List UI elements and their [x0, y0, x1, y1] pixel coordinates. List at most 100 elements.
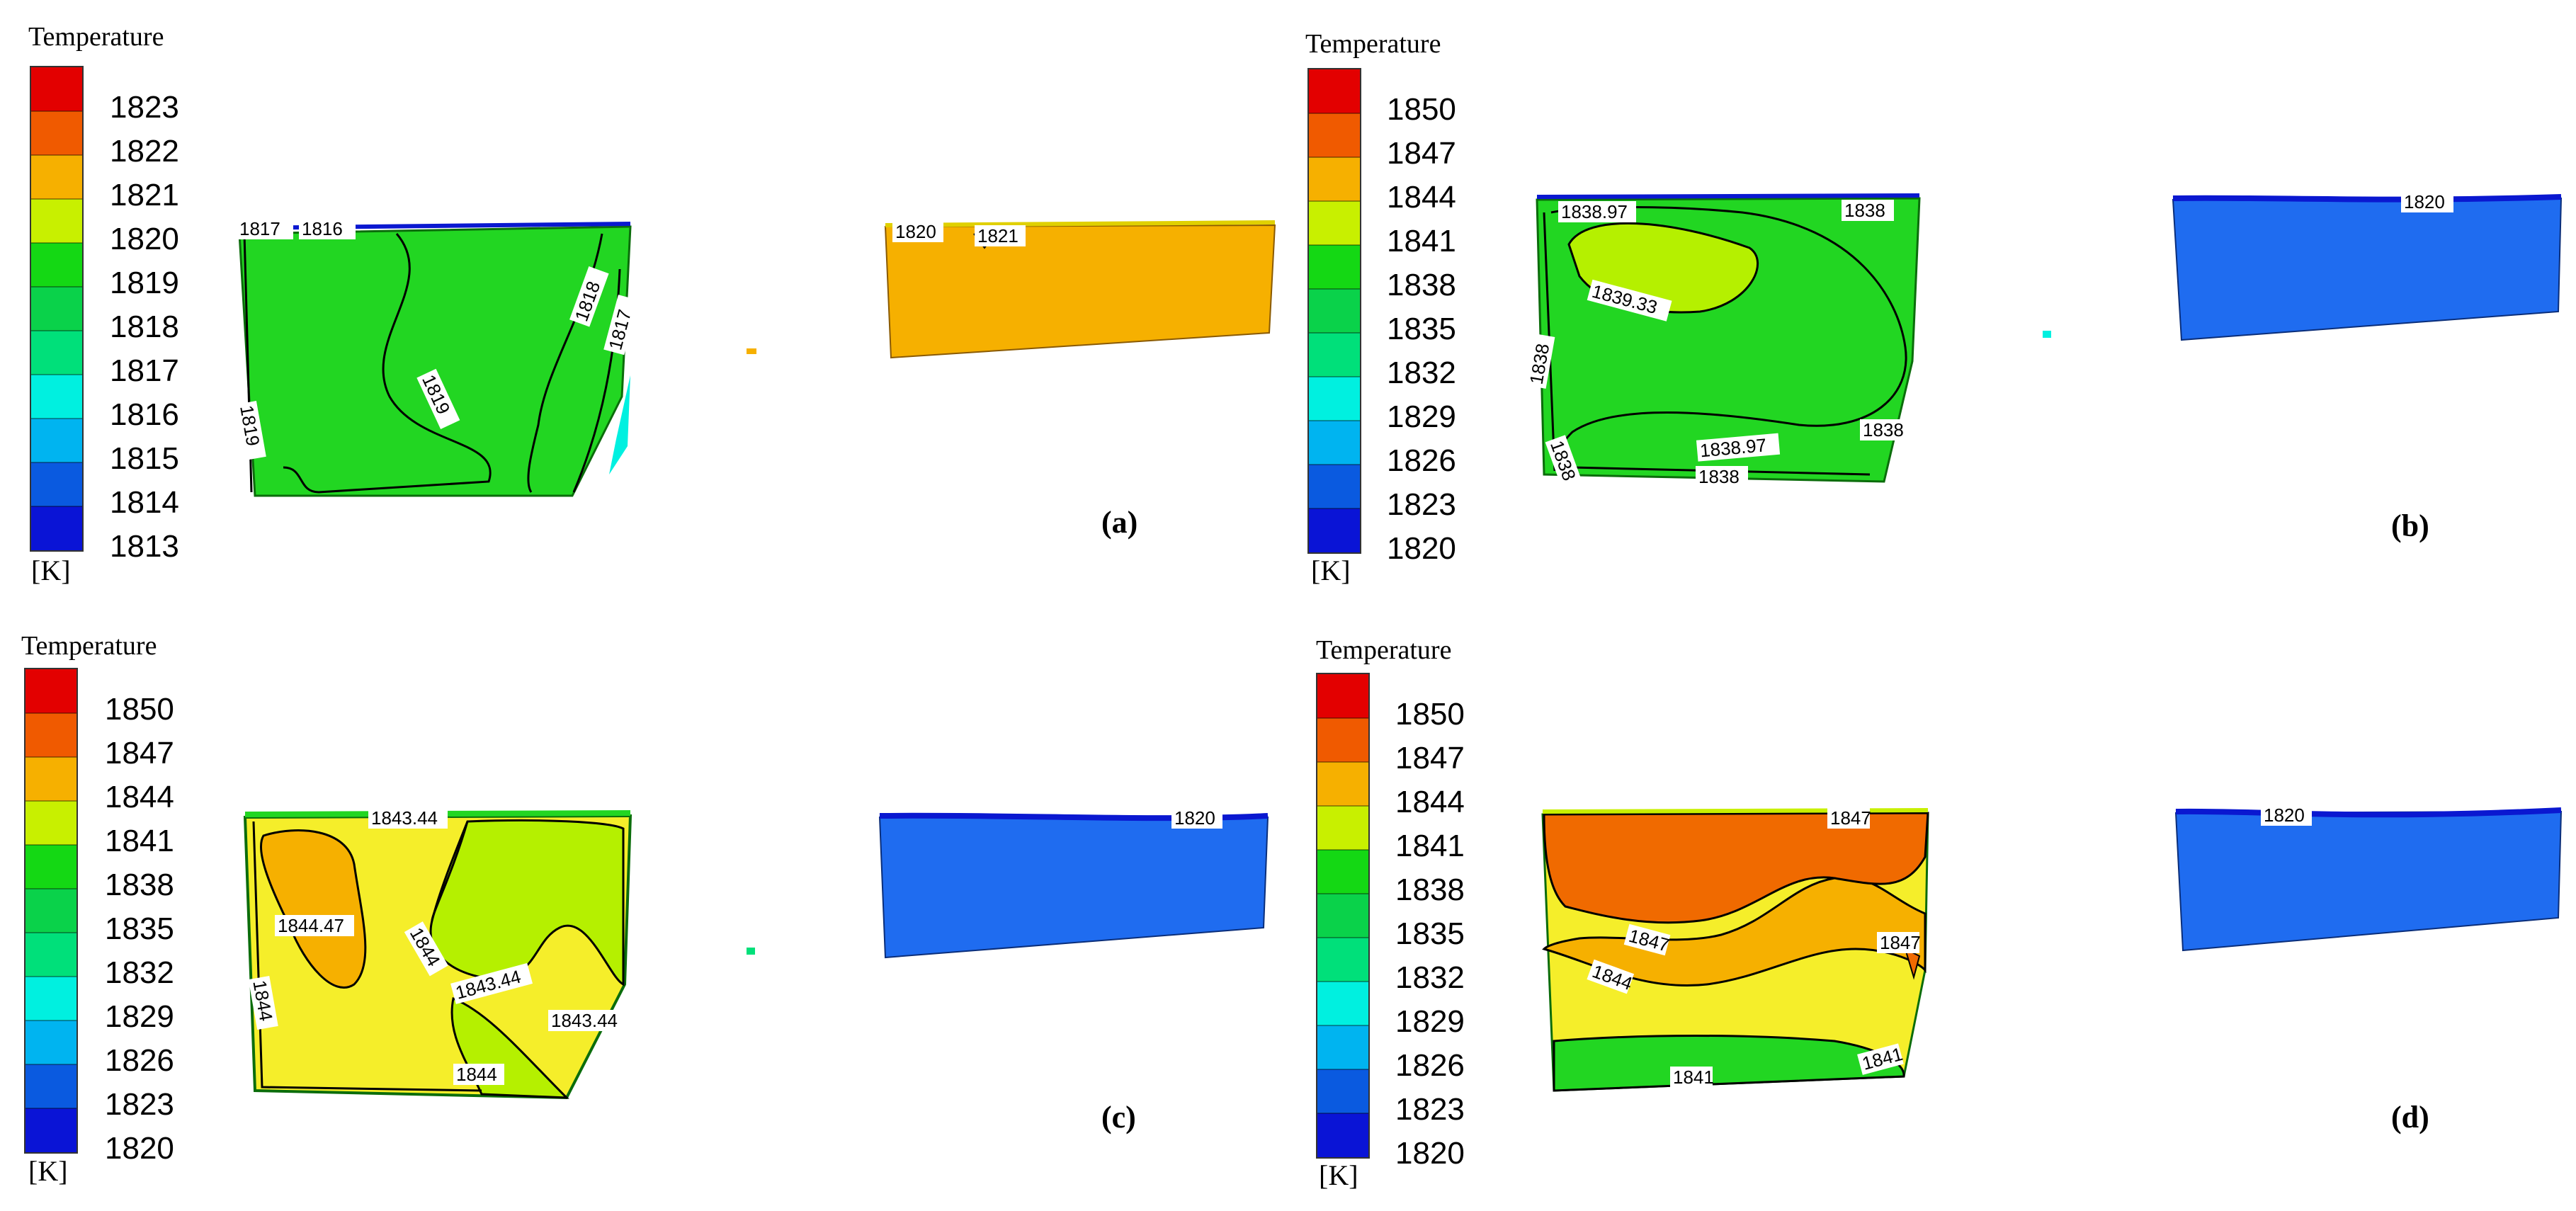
- legend-tick-label: 1847: [105, 736, 174, 771]
- legend-swatch: [31, 199, 82, 243]
- contour-label: 1843.44: [551, 1010, 618, 1031]
- contour-label: 1838.97: [1561, 201, 1628, 222]
- legend-title: Temperature: [28, 22, 164, 52]
- legend-tick-label: 1838: [105, 868, 174, 902]
- panel-tag: (c): [1101, 1100, 1136, 1135]
- legend-swatch: [1309, 201, 1360, 245]
- legend-tick-label: 1841: [1395, 829, 1465, 863]
- legend-tick-label: 1823: [1395, 1092, 1465, 1127]
- legend-divider: [31, 374, 82, 375]
- legend-divider: [31, 154, 82, 156]
- legend-tick-label: 1847: [1395, 741, 1465, 775]
- probe-marker: [747, 948, 755, 955]
- legend-divider: [1317, 1113, 1368, 1114]
- legend-divider: [1309, 464, 1360, 465]
- legend-tick-label: 1850: [1395, 697, 1465, 732]
- legend-title: Temperature: [21, 631, 157, 661]
- legend-tick-label: 1835: [1395, 916, 1465, 951]
- contour-field-b-left: 1838.97 1838 1839.33 1838 1838.97 1838 1…: [1524, 193, 1921, 492]
- legend-swatch: [31, 375, 82, 419]
- contour-label: 1820: [1174, 807, 1215, 829]
- legend-tick-label: 1841: [105, 824, 174, 858]
- legend-divider: [25, 888, 76, 889]
- legend-divider: [31, 242, 82, 244]
- legend-divider: [1309, 420, 1360, 421]
- legend-tick-label: 1850: [1387, 92, 1456, 127]
- legend-swatch: [31, 287, 82, 331]
- legend-divider: [1309, 244, 1360, 246]
- legend-tick-label: 1822: [110, 134, 179, 169]
- legend-tick-label: 1841: [1387, 224, 1456, 258]
- legend-tick-label: 1844: [1395, 785, 1465, 819]
- legend-swatch: [25, 669, 76, 713]
- legend-tick-label: 1829: [1387, 399, 1456, 434]
- legend-unit: [K]: [28, 1155, 68, 1187]
- contour-label: 1847: [1880, 932, 1921, 953]
- legend-tick-label: 1850: [105, 692, 174, 727]
- legend-tick-label: 1815: [110, 441, 179, 476]
- legend-divider: [31, 418, 82, 419]
- contour-field-d-right: 1820: [2174, 805, 2563, 952]
- legend-tick-label: 1838: [1387, 268, 1456, 302]
- legend-tick-label: 1820: [1395, 1136, 1465, 1171]
- legend-tick-label: 1820: [1387, 531, 1456, 566]
- legend-divider: [1309, 288, 1360, 290]
- legend-divider: [1309, 200, 1360, 202]
- legend-swatch: [1309, 465, 1360, 508]
- legend-divider: [25, 1108, 76, 1109]
- contour-label: 1844.47: [278, 915, 344, 936]
- contour-field-c-left: 1843.44 1844.47 1844 1843.44 1843.44 184…: [243, 807, 632, 1100]
- legend-tick-label: 1813: [110, 529, 179, 564]
- legend-swatch: [31, 462, 82, 506]
- legend-tick-label: 1832: [105, 955, 174, 990]
- legend-swatch: [1317, 894, 1368, 938]
- probe-marker: [2043, 331, 2051, 338]
- contour-label: 1820: [2404, 191, 2445, 212]
- legend-tick-label: 1817: [110, 353, 179, 388]
- legend-swatch: [1309, 113, 1360, 157]
- contour-label: 1847: [1830, 807, 1871, 829]
- legend-tick-label: 1818: [110, 309, 179, 344]
- legend-swatch: [1309, 377, 1360, 421]
- legend-divider: [1317, 849, 1368, 851]
- legend-divider: [31, 330, 82, 331]
- legend-divider: [25, 844, 76, 846]
- legend-divider: [31, 462, 82, 463]
- legend-divider: [25, 1064, 76, 1065]
- legend-divider: [1317, 805, 1368, 807]
- contour-field-b-right: 1820: [2172, 191, 2563, 341]
- legend-tick-label: 1832: [1395, 960, 1465, 995]
- legend-divider: [25, 800, 76, 802]
- contour-field-a-left: 1817 1816 1818 1817 1819 1819: [235, 218, 639, 497]
- legend-unit: [K]: [1311, 555, 1351, 586]
- legend-swatch: [1309, 69, 1360, 113]
- legend-swatch: [25, 713, 76, 757]
- legend-swatch: [1317, 850, 1368, 894]
- legend-swatch: [25, 889, 76, 933]
- contour-label: 1820: [2264, 805, 2305, 826]
- legend-swatch: [1309, 289, 1360, 333]
- legend-swatch: [31, 155, 82, 199]
- legend-swatch: [1317, 1069, 1368, 1113]
- legend-unit: [K]: [1319, 1159, 1358, 1191]
- contour-label: 1838: [1863, 419, 1904, 440]
- legend-divider: [1309, 157, 1360, 158]
- legend-swatch: [1309, 245, 1360, 289]
- legend-swatch: [1317, 806, 1368, 850]
- legend-divider: [1309, 113, 1360, 114]
- legend-tick-label: 1819: [110, 266, 179, 300]
- legend-divider: [1317, 1069, 1368, 1070]
- legend-swatch: [1309, 333, 1360, 377]
- legend-swatch: [31, 111, 82, 155]
- legend-swatch: [1317, 1025, 1368, 1069]
- legend-divider: [1317, 893, 1368, 894]
- legend-divider: [1317, 761, 1368, 763]
- contour-label: 1838: [1844, 200, 1885, 221]
- legend-swatch: [25, 845, 76, 889]
- legend-swatch: [25, 801, 76, 845]
- panel-tag: (a): [1101, 505, 1138, 540]
- probe-marker: [747, 348, 756, 354]
- legend-title: Temperature: [1305, 29, 1441, 59]
- legend-tick-label: 1820: [110, 222, 179, 256]
- legend-tick-label: 1835: [105, 911, 174, 946]
